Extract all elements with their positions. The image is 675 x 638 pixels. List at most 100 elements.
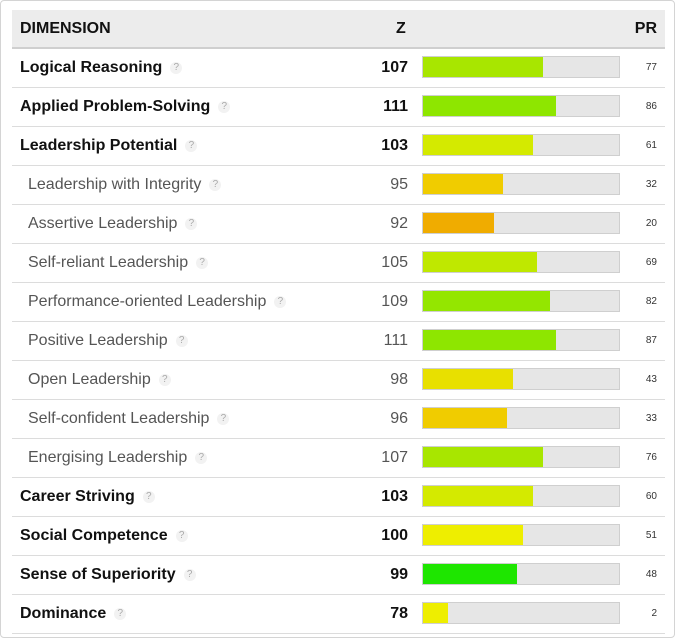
table-row: Energising Leadership? 107 76 <box>12 439 665 478</box>
dimension-label: Positive Leadership? <box>28 332 188 350</box>
z-score: 107 <box>381 59 408 76</box>
dimension-name: Social Competence <box>20 527 168 544</box>
z-score: 105 <box>381 254 408 271</box>
table-row: Open Leadership? 98 43 <box>12 361 665 400</box>
z-score: 96 <box>390 410 408 427</box>
help-icon[interactable]: ? <box>185 218 198 230</box>
table-body: Logical Reasoning? 107 77 Applied Problem-S… <box>12 49 665 634</box>
dimension-name: Career Striving <box>20 488 135 505</box>
percentile-rank: 87 <box>645 335 657 346</box>
percentile-rank: 33 <box>645 413 657 424</box>
help-icon[interactable]: ? <box>209 179 222 191</box>
table-row: Career Striving? 103 60 <box>12 478 665 517</box>
help-icon[interactable]: ? <box>185 140 198 152</box>
help-icon[interactable]: ? <box>274 296 287 308</box>
score-bar <box>422 56 620 78</box>
table-row: Self-confident Leadership? 96 33 <box>12 400 665 439</box>
score-bar-fill <box>423 174 504 194</box>
score-bar-fill <box>423 486 533 506</box>
dimension-label: Self-confident Leadership? <box>28 410 230 428</box>
score-bar-fill <box>423 135 533 155</box>
dimension-label: Open Leadership? <box>28 371 171 389</box>
dimension-name: Energising Leadership <box>28 449 188 466</box>
dimension-label: Sense of Superiority? <box>20 566 196 584</box>
z-score: 103 <box>381 137 408 154</box>
score-bar <box>422 329 620 351</box>
z-score: 92 <box>390 215 408 232</box>
score-bar <box>422 407 620 429</box>
score-bar <box>422 368 620 390</box>
dimension-label: Career Striving? <box>20 488 155 506</box>
dimension-name: Open Leadership <box>28 371 151 388</box>
table-row: Logical Reasoning? 107 77 <box>12 49 665 88</box>
help-icon[interactable]: ? <box>175 335 188 347</box>
table-header: DIMENSION Z PR <box>12 10 665 49</box>
dimension-name: Performance-oriented Leadership <box>28 293 267 310</box>
dimension-label: Assertive Leadership? <box>28 215 198 233</box>
table-row: Self-reliant Leadership? 105 69 <box>12 244 665 283</box>
percentile-rank: 69 <box>645 257 657 268</box>
percentile-rank: 43 <box>645 374 657 385</box>
score-bar <box>422 524 620 546</box>
dimension-name: Leadership with Integrity <box>28 176 202 193</box>
help-icon[interactable]: ? <box>195 452 208 464</box>
z-score: 107 <box>381 449 408 466</box>
score-bar-fill <box>423 408 508 428</box>
dimension-name: Self-confident Leadership <box>28 410 210 427</box>
header-pr: PR <box>634 20 657 37</box>
dimension-name: Assertive Leadership <box>28 215 178 232</box>
help-icon[interactable]: ? <box>142 491 155 503</box>
help-icon[interactable]: ? <box>183 569 196 581</box>
dimension-name: Positive Leadership <box>28 332 168 349</box>
dimension-label: Self-reliant Leadership? <box>28 254 209 272</box>
table-row: Positive Leadership? 111 87 <box>12 322 665 361</box>
help-icon[interactable]: ? <box>217 413 230 425</box>
help-icon[interactable]: ? <box>218 101 231 113</box>
score-bar-fill <box>423 213 494 233</box>
score-bar-fill <box>423 525 523 545</box>
table-row: Performance-oriented Leadership? 109 82 <box>12 283 665 322</box>
percentile-rank: 86 <box>645 101 657 112</box>
score-bar-fill <box>423 291 551 311</box>
help-icon[interactable]: ? <box>158 374 171 386</box>
header-z: Z <box>396 20 406 37</box>
score-bar-fill <box>423 603 449 623</box>
score-bar-fill <box>423 96 557 116</box>
dimension-label: Performance-oriented Leadership? <box>28 293 287 311</box>
table-row: Leadership Potential? 103 61 <box>12 127 665 166</box>
z-score: 95 <box>390 176 408 193</box>
help-icon[interactable]: ? <box>175 530 188 542</box>
help-icon[interactable]: ? <box>196 257 209 269</box>
score-bar <box>422 563 620 585</box>
z-score: 78 <box>390 605 408 622</box>
dimension-name: Leadership Potential <box>20 137 178 154</box>
score-bar <box>422 95 620 117</box>
percentile-rank: 76 <box>645 452 657 463</box>
score-bar-fill <box>423 369 514 389</box>
table-row: Dominance? 78 2 <box>12 595 665 634</box>
score-bar <box>422 212 620 234</box>
z-score: 103 <box>381 488 408 505</box>
z-score: 100 <box>381 527 408 544</box>
dimension-name: Logical Reasoning <box>20 59 163 76</box>
score-bar-fill <box>423 252 537 272</box>
score-bar-fill <box>423 330 557 350</box>
score-bar-fill <box>423 564 518 584</box>
dimension-label: Applied Problem-Solving? <box>20 98 231 116</box>
help-icon[interactable]: ? <box>114 608 127 620</box>
percentile-rank: 51 <box>645 530 657 541</box>
help-icon[interactable]: ? <box>170 62 183 74</box>
score-bar-fill <box>423 447 543 467</box>
dimension-label: Energising Leadership? <box>28 449 208 467</box>
score-bar <box>422 446 620 468</box>
table-row: Leadership with Integrity? 95 32 <box>12 166 665 205</box>
z-score: 111 <box>383 98 408 115</box>
percentile-rank: 20 <box>645 218 657 229</box>
table-row: Sense of Superiority? 99 48 <box>12 556 665 595</box>
dimension-table: DIMENSION Z PR Logical Reasoning? 107 77 Ap… <box>12 10 665 634</box>
score-bar <box>422 251 620 273</box>
table-row: Assertive Leadership? 92 20 <box>12 205 665 244</box>
dimension-label: Dominance? <box>20 605 127 623</box>
score-bar <box>422 134 620 156</box>
dimension-label: Logical Reasoning? <box>20 59 183 77</box>
